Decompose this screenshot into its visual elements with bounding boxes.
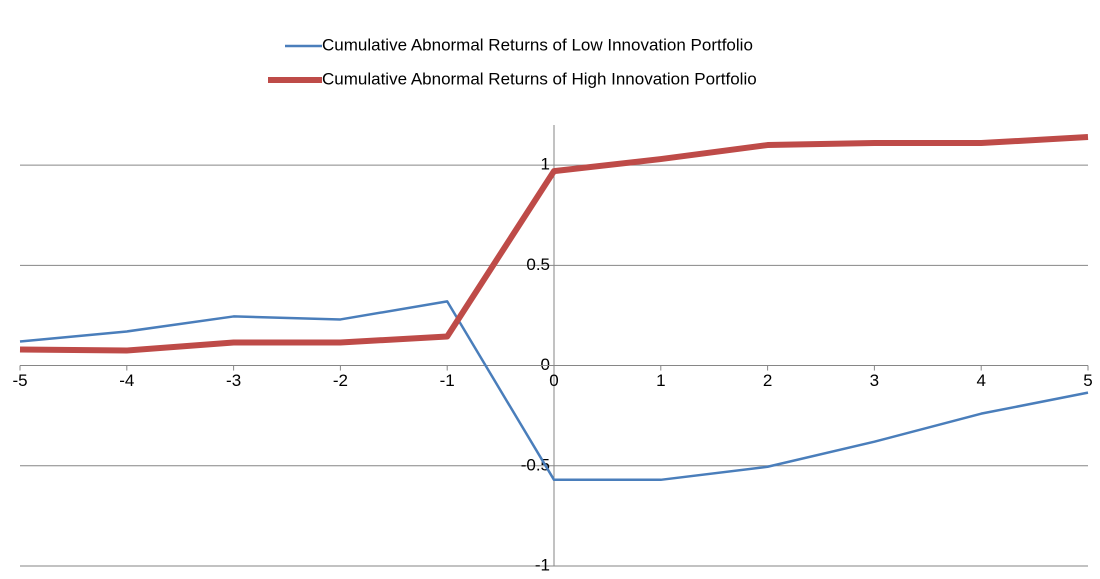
series-line — [19, 300, 1089, 482]
legend-label: Cumulative Abnormal Returns of Low Innov… — [322, 35, 753, 54]
x-tick-label: 3 — [870, 371, 879, 390]
x-tick-label: 1 — [656, 371, 665, 390]
x-tick-label: 2 — [763, 371, 772, 390]
y-tick-label: 0 — [541, 355, 550, 374]
series-line — [19, 134, 1089, 354]
y-tick-label: 1 — [541, 155, 550, 174]
x-tick-label: -4 — [119, 371, 134, 390]
legend-label: Cumulative Abnormal Returns of High Inno… — [322, 69, 757, 88]
x-tick-label: -1 — [440, 371, 455, 390]
x-tick-label: -3 — [226, 371, 241, 390]
y-tick-label: 0.5 — [526, 255, 550, 274]
x-tick-label: -5 — [12, 371, 27, 390]
x-tick-label: -2 — [333, 371, 348, 390]
x-tick-label: 0 — [549, 371, 558, 390]
y-tick-label: -1 — [535, 555, 550, 574]
x-tick-label: 5 — [1083, 371, 1092, 390]
x-tick-label: 4 — [976, 371, 985, 390]
